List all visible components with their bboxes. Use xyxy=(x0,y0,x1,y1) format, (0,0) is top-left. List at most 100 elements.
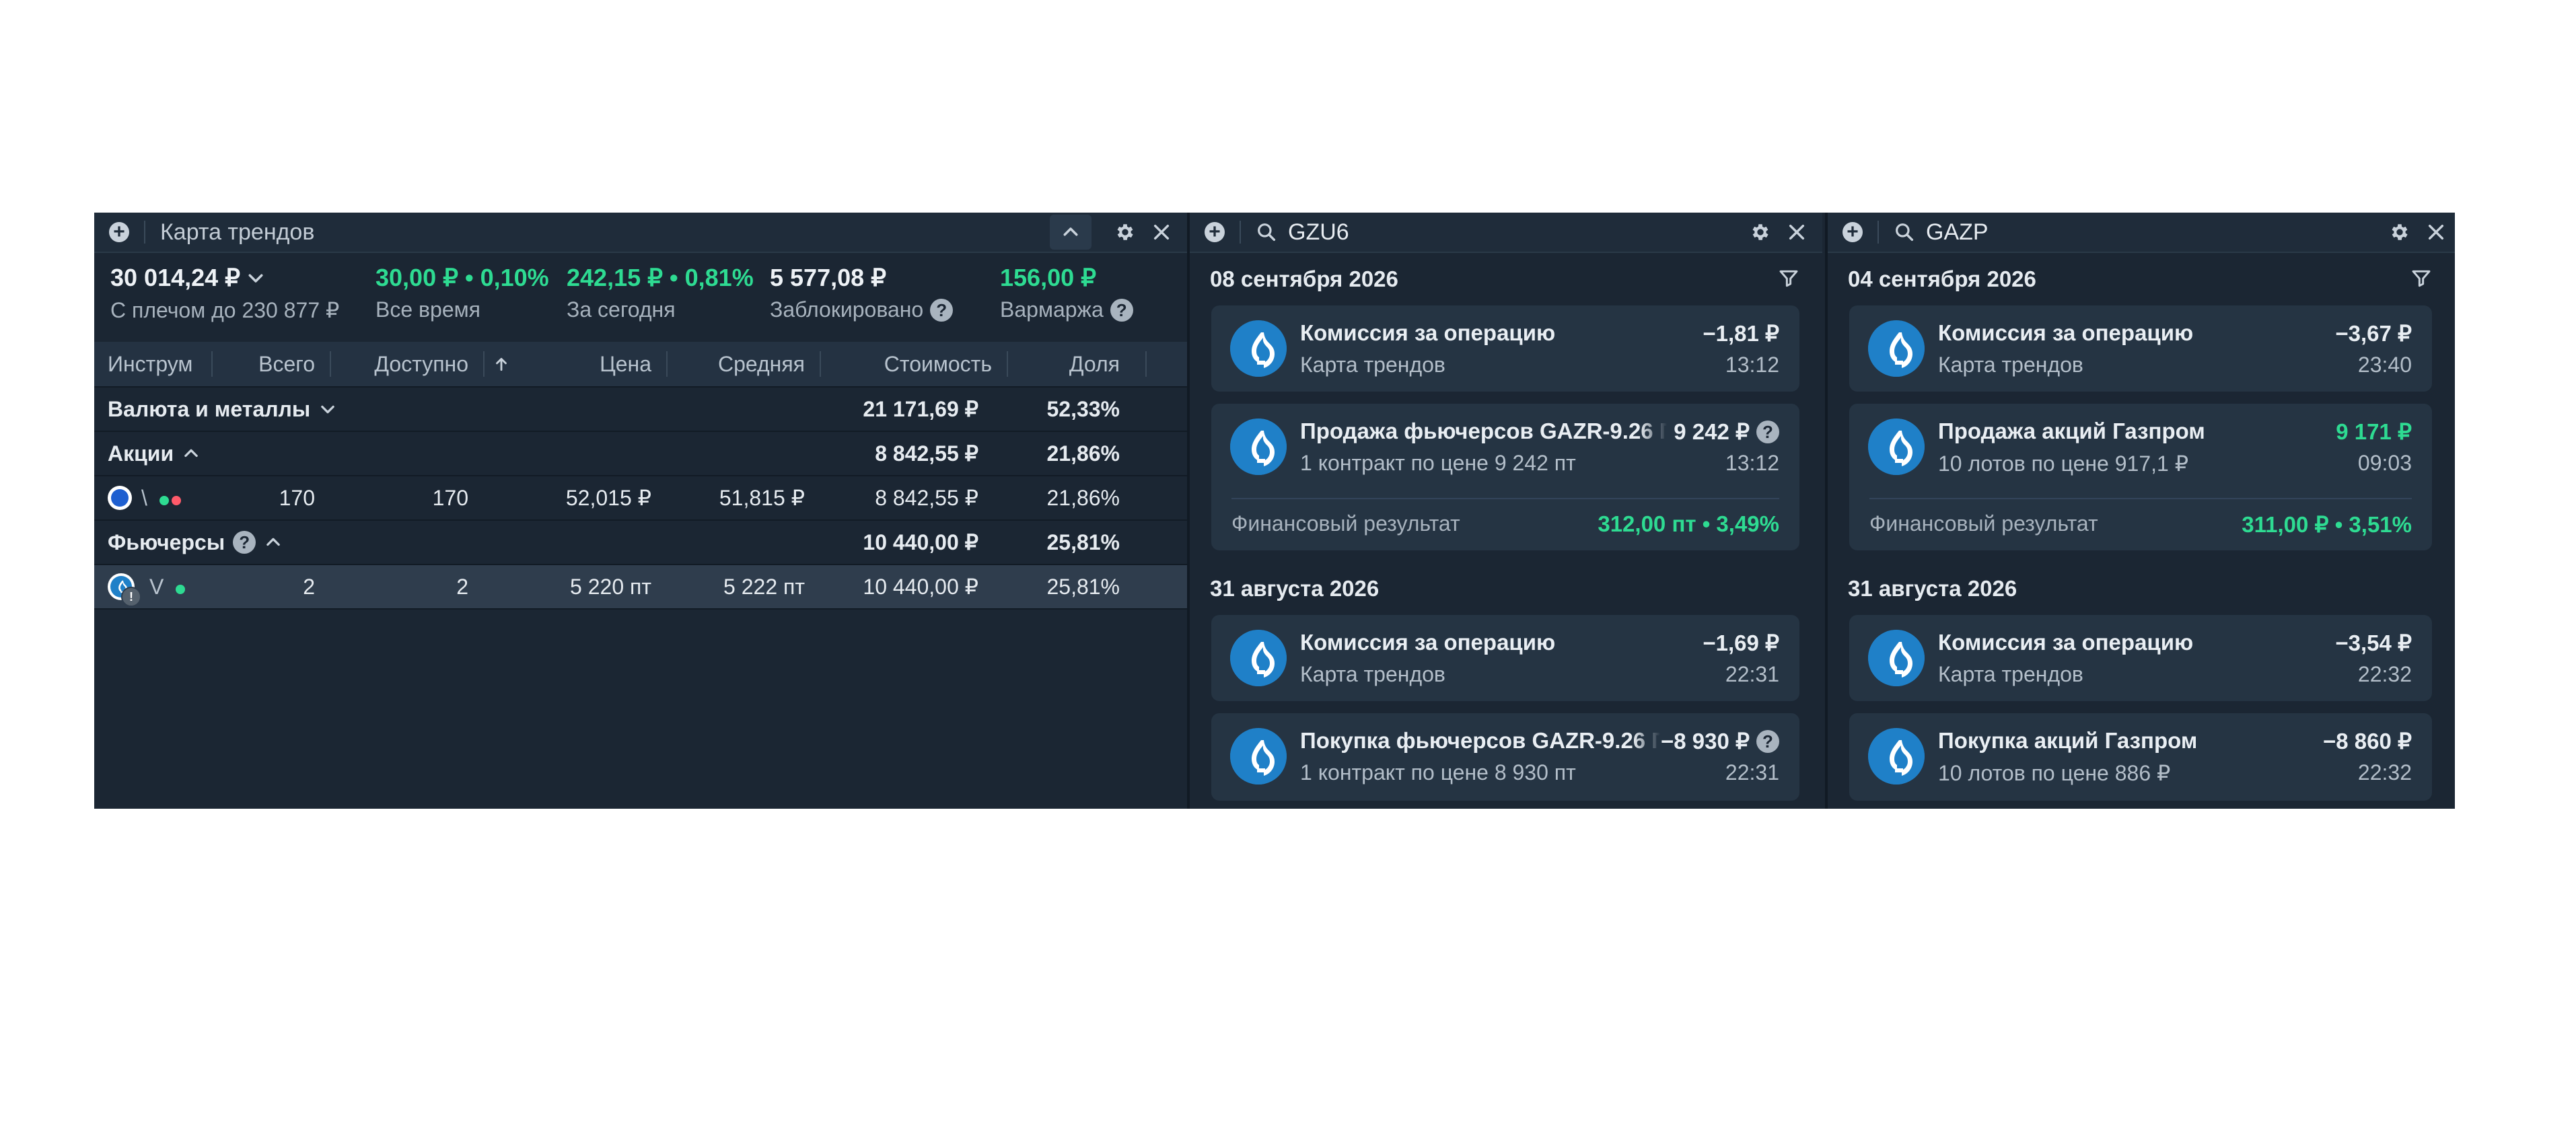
cell-average: 5 222 пт xyxy=(723,574,805,599)
operation-time: 23:40 xyxy=(2357,353,2412,377)
group-name: Фьючерсы xyxy=(108,530,225,554)
table-row[interactable]: \ 170 170 52,015 ₽ 51,815 ₽ 8 842,55 ₽ 2… xyxy=(94,475,1187,519)
financial-result-value: 311,00 ₽ • 3,51% xyxy=(2242,512,2412,537)
close-icon[interactable] xyxy=(1786,221,1808,243)
help-icon[interactable]: ? xyxy=(1110,298,1133,322)
instrument-ticker: V xyxy=(149,574,164,599)
column-header-total[interactable]: Всего xyxy=(213,342,331,386)
gear-icon[interactable] xyxy=(1114,221,1136,243)
help-icon[interactable]: ? xyxy=(233,531,256,554)
card-divider xyxy=(1231,498,1779,499)
chevron-up-icon xyxy=(264,533,283,552)
balance-block[interactable]: 30 014,24 ₽ С плечом до 230 877 ₽ xyxy=(110,264,339,323)
instrument-ticker: \ xyxy=(141,485,147,510)
group-name: Акции xyxy=(108,441,174,466)
operation-amount: −1,69 ₽ xyxy=(1703,630,1779,655)
operation-card[interactable]: Продажа акций Газпром 10 лотов по цене 9… xyxy=(1849,404,2432,550)
cell-available: 2 xyxy=(456,574,468,599)
help-icon[interactable]: ? xyxy=(1756,420,1779,443)
table-row[interactable]: ! V 2 2 5 220 пт 5 222 пт 10 440,00 ₽ 25… xyxy=(94,564,1187,608)
close-icon[interactable] xyxy=(2425,221,2447,243)
close-icon[interactable] xyxy=(1151,221,1172,243)
group-row-futures[interactable]: Фьючерсы? 10 440,00 ₽ 25,81% xyxy=(94,519,1187,564)
add-widget-icon[interactable]: + xyxy=(1842,222,1863,242)
operation-amount: −8 860 ₽ xyxy=(2322,729,2412,754)
operations-panel-gzu6: + GZU6 08 сентября 2026 Комиссия за опер… xyxy=(1187,213,1822,809)
operation-card[interactable]: Продажа фьючерсов GAZR-9.26 Газпром 1 ко… xyxy=(1211,404,1799,550)
gazprom-logo-icon xyxy=(1868,418,1925,475)
date-heading: 31 августа 2026 xyxy=(1848,576,2017,601)
column-header-share[interactable]: Доля xyxy=(1008,342,1160,386)
status-dots-icon xyxy=(157,486,181,511)
group-row-stocks[interactable]: Акции 8 842,55 ₽ 21,86% xyxy=(94,431,1187,475)
balance-value: 30 014,24 ₽ xyxy=(110,264,241,291)
operation-time: 13:12 xyxy=(1725,451,1779,475)
cell-value: 10 440,00 ₽ xyxy=(863,575,978,599)
header-divider xyxy=(1240,221,1241,244)
operation-amount: 9 242 ₽ xyxy=(1674,419,1750,444)
cell-price: 5 220 пт xyxy=(570,574,651,599)
operation-time: 22:32 xyxy=(2357,662,2412,686)
cell-available: 170 xyxy=(432,485,468,510)
collapse-button[interactable] xyxy=(1050,215,1092,250)
table-header: Инструм Всего Доступно Цена Средняя Стои… xyxy=(94,342,1187,386)
search-query[interactable]: GZU6 xyxy=(1288,219,1349,245)
header-divider xyxy=(1877,221,1879,244)
search-icon xyxy=(1256,221,1277,243)
operation-time: 22:31 xyxy=(1725,760,1779,785)
operation-card[interactable]: Комиссия за операцию Карта трендов −1,81… xyxy=(1211,305,1799,392)
group-row-currency[interactable]: Валюта и металлы 21 171,69 ₽ 52,33% xyxy=(94,386,1187,431)
gear-icon[interactable] xyxy=(1750,221,1771,243)
operation-subtitle: 1 контракт по цене 9 242 пт xyxy=(1300,451,1576,475)
column-header-value[interactable]: Стоимость xyxy=(821,342,1008,386)
table-divider xyxy=(94,608,1187,610)
add-widget-icon[interactable]: + xyxy=(109,222,129,242)
column-header-instrument[interactable]: Инструм xyxy=(94,342,213,386)
operation-card[interactable]: Комиссия за операцию Карта трендов −1,69… xyxy=(1211,615,1799,701)
add-widget-icon[interactable]: + xyxy=(1205,222,1225,242)
column-header-average[interactable]: Средняя xyxy=(668,342,821,386)
search-query[interactable]: GAZP xyxy=(1926,219,1989,245)
operation-subtitle: Карта трендов xyxy=(1938,662,2083,686)
blocked-block: 5 577,08 ₽ Заблокировано? xyxy=(770,264,954,322)
gazprom-logo-icon xyxy=(1868,728,1925,785)
chevron-down-icon xyxy=(318,400,337,418)
help-icon[interactable]: ? xyxy=(1756,729,1779,753)
filter-icon[interactable] xyxy=(1778,268,1799,289)
group-share: 21,86% xyxy=(1046,441,1120,466)
gazprom-logo-icon xyxy=(1868,320,1925,377)
chevron-up-icon xyxy=(182,444,201,463)
date-heading: 08 сентября 2026 xyxy=(1210,266,1398,291)
all-time-block: 30,00 ₽ • 0,10% Все время xyxy=(375,264,549,322)
portfolio-panel: + Карта трендов 30 014,24 ₽ С плечом до … xyxy=(94,213,1187,809)
operation-card[interactable]: Покупка фьючерсов GAZR-9.26 Газпром 1 ко… xyxy=(1211,713,1799,801)
status-dot-icon xyxy=(173,575,186,599)
financial-result-label: Финансовый результат xyxy=(1231,511,1460,536)
filter-icon[interactable] xyxy=(2410,268,2432,289)
operation-subtitle: 1 контракт по цене 8 930 пт xyxy=(1300,760,1576,785)
help-icon[interactable]: ? xyxy=(930,298,954,322)
sort-arrow-icon[interactable] xyxy=(485,342,518,386)
operation-title: Продажа фьючерсов GAZR-9.26 Газпром xyxy=(1300,418,1667,443)
gazprom-logo-icon xyxy=(1230,630,1287,686)
text-fade xyxy=(1633,725,1660,756)
operation-card[interactable]: Покупка акций Газпром 10 лотов по цене 8… xyxy=(1849,713,2432,801)
operation-card[interactable]: Комиссия за операцию Карта трендов −3,67… xyxy=(1849,305,2432,392)
operation-time: 22:31 xyxy=(1725,662,1779,686)
operation-title: Продажа акций Газпром xyxy=(1938,418,2205,443)
operation-time: 09:03 xyxy=(2357,451,2412,475)
operation-title: Комиссия за операцию xyxy=(1300,320,1556,345)
instrument-logo-icon: ! xyxy=(108,573,141,607)
cell-total: 170 xyxy=(279,485,315,510)
operation-subtitle: 10 лотов по цене 917,1 ₽ xyxy=(1938,451,2189,476)
today-block: 242,15 ₽ • 0,81% За сегодня xyxy=(567,264,754,322)
column-header-price[interactable]: Цена xyxy=(518,342,668,386)
gear-icon[interactable] xyxy=(2389,221,2410,243)
operation-card[interactable]: Комиссия за операцию Карта трендов −3,54… xyxy=(1849,615,2432,701)
operation-title: Комиссия за операцию xyxy=(1938,320,2194,345)
group-value: 8 842,55 ₽ xyxy=(875,441,978,466)
column-header-available[interactable]: Доступно xyxy=(331,342,485,386)
all-time-value: 30,00 ₽ • 0,10% xyxy=(375,264,549,291)
margin-value: 156,00 ₽ xyxy=(1000,264,1097,291)
text-fade xyxy=(1640,416,1667,447)
